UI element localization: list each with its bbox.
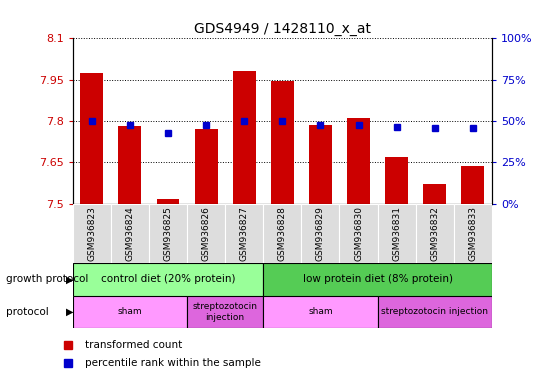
- Text: GSM936833: GSM936833: [468, 207, 477, 262]
- FancyBboxPatch shape: [263, 296, 377, 328]
- FancyBboxPatch shape: [187, 204, 225, 263]
- Text: GSM936826: GSM936826: [202, 207, 211, 262]
- Text: streptozotocin injection: streptozotocin injection: [381, 308, 488, 316]
- FancyBboxPatch shape: [263, 263, 492, 296]
- Text: ▶: ▶: [66, 274, 73, 285]
- Text: GSM936832: GSM936832: [430, 207, 439, 262]
- FancyBboxPatch shape: [149, 204, 187, 263]
- FancyBboxPatch shape: [225, 204, 263, 263]
- Text: GSM936824: GSM936824: [125, 207, 134, 261]
- Bar: [461, 166, 484, 204]
- Bar: [80, 73, 103, 204]
- Text: GSM936829: GSM936829: [316, 207, 325, 262]
- FancyBboxPatch shape: [416, 204, 454, 263]
- Text: sham: sham: [117, 308, 142, 316]
- FancyBboxPatch shape: [301, 204, 339, 263]
- FancyBboxPatch shape: [377, 204, 416, 263]
- FancyBboxPatch shape: [454, 204, 492, 263]
- Bar: [309, 125, 332, 204]
- Text: GSM936825: GSM936825: [163, 207, 173, 262]
- Text: streptozotocin
injection: streptozotocin injection: [193, 302, 258, 322]
- Text: control diet (20% protein): control diet (20% protein): [101, 274, 235, 285]
- FancyBboxPatch shape: [73, 204, 111, 263]
- Bar: [233, 71, 255, 204]
- FancyBboxPatch shape: [73, 263, 263, 296]
- Bar: [423, 184, 446, 204]
- Bar: [119, 126, 141, 204]
- Text: GSM936831: GSM936831: [392, 207, 401, 262]
- Text: low protein diet (8% protein): low protein diet (8% protein): [302, 274, 453, 285]
- FancyBboxPatch shape: [187, 296, 263, 328]
- FancyBboxPatch shape: [111, 204, 149, 263]
- Text: sham: sham: [308, 308, 333, 316]
- Bar: [157, 199, 179, 204]
- Bar: [195, 129, 217, 204]
- Text: transformed count: transformed count: [85, 340, 182, 350]
- Text: growth protocol: growth protocol: [6, 274, 88, 285]
- Text: protocol: protocol: [6, 307, 48, 317]
- Text: GSM936828: GSM936828: [278, 207, 287, 262]
- Bar: [385, 157, 408, 204]
- Text: percentile rank within the sample: percentile rank within the sample: [85, 358, 261, 368]
- Title: GDS4949 / 1428110_x_at: GDS4949 / 1428110_x_at: [194, 22, 371, 36]
- FancyBboxPatch shape: [73, 296, 187, 328]
- FancyBboxPatch shape: [377, 296, 492, 328]
- Text: GSM936823: GSM936823: [87, 207, 96, 262]
- Bar: [271, 81, 293, 204]
- Bar: [347, 118, 370, 204]
- FancyBboxPatch shape: [263, 204, 301, 263]
- FancyBboxPatch shape: [339, 204, 377, 263]
- Text: GSM936827: GSM936827: [240, 207, 249, 262]
- Text: ▶: ▶: [66, 307, 73, 317]
- Text: GSM936830: GSM936830: [354, 207, 363, 262]
